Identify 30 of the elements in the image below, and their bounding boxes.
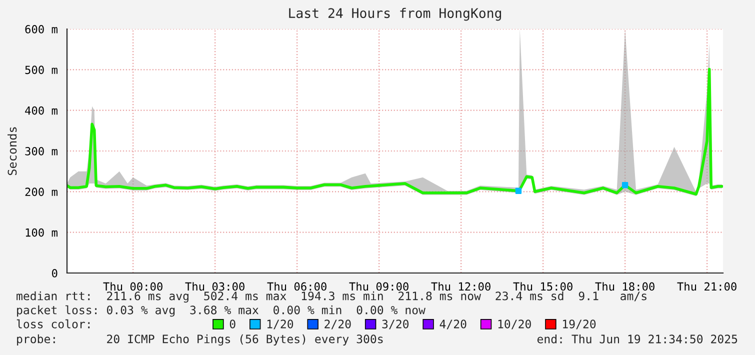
legend-label: 10/20 [498,320,531,330]
y-tick-label: 500 m [25,66,58,74]
y-tick-label: 0 [52,269,58,278]
text: median rtt: 211.6 ms avg 502.4 ms max 194.3 ms min 211.8 ms now 23.4 ms sd 9.1 am/s [16,291,646,303]
chart-title: Last 24 Hours from HongKong [289,8,502,21]
legend-label: 0 [230,320,236,328]
x-tick-label: Thu 03:00 [185,282,244,291]
legend-label: 4/20 [440,320,466,330]
x-tick-label: Thu 06:00 [267,282,326,291]
legend-label: 1/20 [267,320,294,330]
y-axis-title: Seconds [8,127,17,176]
text: probe: 20 ICMP Echo Pings (56 Bytes) every 300s [17,334,383,346]
x-tick-label: Thu 09:00 [349,282,408,291]
x-tick-label: Thu 00:00 [103,282,162,291]
x-tick-label: Thu 15:00 [513,282,572,291]
y-tick-label: 600 m [25,25,58,34]
legend-label: 3/20 [382,320,409,330]
x-tick-label: Thu 21:00 [677,282,736,291]
text: end: Thu Jun 19 21:34:50 2025 [537,334,738,344]
legend-label: 2/20 [324,320,351,330]
text: packet loss: 0.03 % avg 3.68 % max 0.00 % min 0.00 % now [17,305,426,317]
x-tick-label: Thu 18:00 [595,282,654,291]
legend-label: 19/20 [563,320,596,330]
x-tick-label: Thu 12:00 [431,282,490,291]
y-tick-label: 400 m [25,106,58,115]
y-tick-label: 300 m [25,147,58,156]
y-tick-label: 100 m [26,228,58,237]
y-tick-label: 200 m [25,188,58,196]
legend-title: loss color: [16,319,90,328]
line-series [67,68,723,196]
